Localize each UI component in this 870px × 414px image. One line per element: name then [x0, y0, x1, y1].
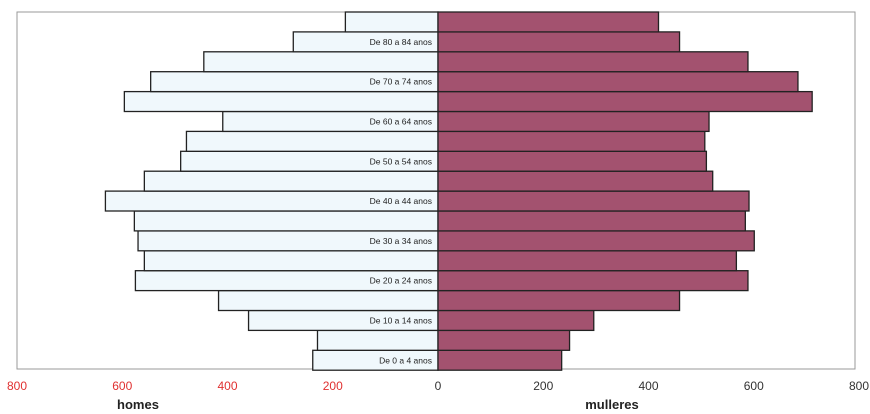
mulleres-bars: [437, 11, 813, 371]
x-tick-label: 400: [638, 379, 658, 393]
category-label: De 10 a 14 anos: [370, 315, 432, 325]
bar-homes: [133, 210, 439, 232]
category-label: De 0 a 4 anos: [379, 355, 432, 365]
bar-homes: [143, 170, 439, 192]
category-label: De 20 a 24 anos: [370, 276, 432, 286]
bar-mulleres: [437, 270, 749, 292]
bar-homes: [123, 90, 439, 113]
category-label: De 50 a 54 anos: [370, 156, 432, 166]
category-label: De 60 a 64 anos: [370, 116, 432, 126]
x-tick-label: 400: [217, 379, 237, 393]
bar-mulleres: [437, 150, 708, 172]
bar-homes: [203, 51, 439, 73]
x-tick-label: 200: [323, 379, 343, 393]
x-axis-title-homes: homes: [117, 397, 159, 412]
bar-mulleres: [437, 11, 660, 33]
bar-mulleres: [437, 110, 710, 133]
bar-homes: [344, 11, 439, 33]
bar-mulleres: [437, 31, 681, 53]
bar-homes: [185, 130, 439, 152]
x-tick-label: 600: [112, 379, 132, 393]
x-tick-label: 0: [435, 379, 442, 393]
bar-homes: [143, 250, 439, 272]
category-label: De 80 a 84 anos: [370, 37, 432, 47]
category-label: De 40 a 44 anos: [370, 196, 432, 206]
bar-homes: [217, 289, 439, 312]
category-labels: De 0 a 4 anos De 10 a 14 anos De 20 a 24 a…: [370, 37, 432, 365]
x-axis-ticks: 800 600 400 200 0 200 400 600 800: [7, 379, 869, 393]
bar-mulleres: [437, 309, 595, 332]
homes-bars: [104, 11, 439, 371]
category-label: De 70 a 74 anos: [370, 77, 432, 87]
x-axis-title-mulleres: mulleres: [585, 397, 638, 412]
bar-mulleres: [437, 230, 755, 252]
bar-homes: [316, 329, 439, 351]
bar-mulleres: [437, 329, 571, 351]
bar-mulleres: [437, 190, 750, 212]
bar-mulleres: [437, 71, 799, 93]
category-label: De 30 a 34 anos: [370, 236, 432, 246]
x-tick-label: 800: [849, 379, 869, 393]
x-tick-label: 200: [533, 379, 553, 393]
x-tick-label: 600: [744, 379, 764, 393]
bar-mulleres: [437, 349, 563, 371]
x-tick-label: 800: [7, 379, 27, 393]
bar-mulleres: [437, 210, 746, 232]
bar-mulleres: [437, 289, 681, 312]
bar-mulleres: [437, 170, 714, 192]
bar-mulleres: [437, 130, 706, 152]
bar-mulleres: [437, 90, 813, 113]
bar-mulleres: [437, 250, 738, 272]
bar-mulleres: [437, 51, 749, 73]
